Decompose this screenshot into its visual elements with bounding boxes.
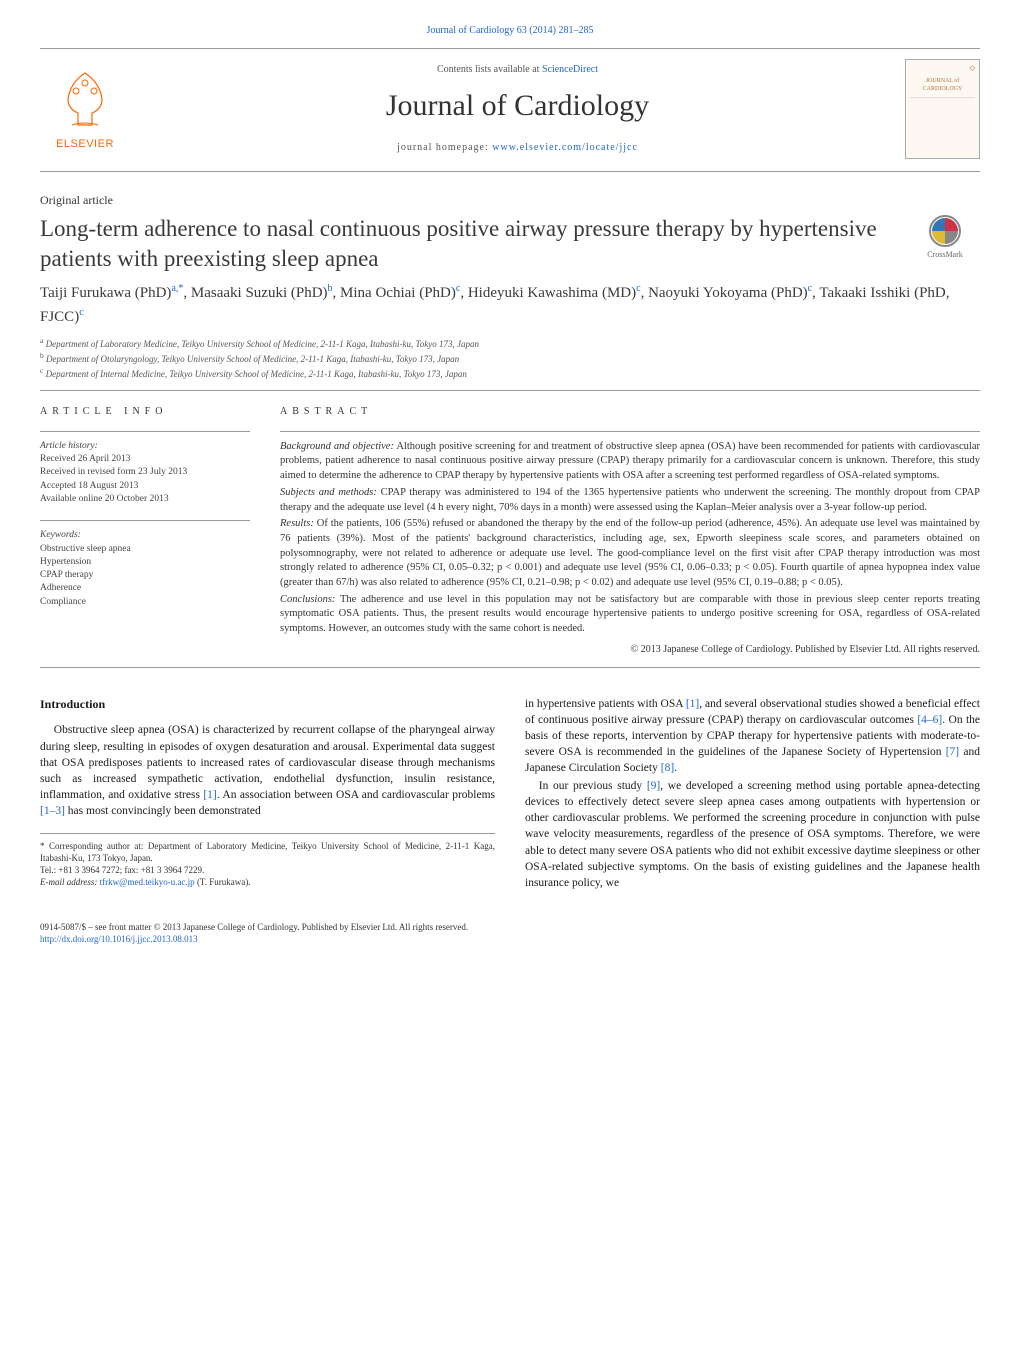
p2a: in hypertensive patients with OSA <box>525 698 686 710</box>
page-footer: 0914-5087/$ – see front matter © 2013 Ja… <box>40 921 980 946</box>
ref-link-9[interactable]: [9] <box>647 780 660 792</box>
abstract-heading: abstract <box>280 405 980 419</box>
p2e: . <box>674 762 677 774</box>
journal-homepage-link[interactable]: www.elsevier.com/locate/jjcc <box>492 142 638 153</box>
contents-prefix: Contents lists available at <box>437 64 542 75</box>
elsevier-wordmark: ELSEVIER <box>56 137 114 152</box>
history-line: Received 26 April 2013 <box>40 453 250 466</box>
corresponding-author-footnote: * Corresponding author at: Department of… <box>40 833 495 889</box>
abstract-results: Of the patients, 106 (55%) refused or ab… <box>280 518 980 588</box>
abstract-methods-head: Subjects and methods: <box>280 487 377 498</box>
ref-link-8[interactable]: [8] <box>661 762 674 774</box>
crossmark-label: CrossMark <box>927 250 963 259</box>
elsevier-tree-icon <box>50 65 120 137</box>
corr-email-link[interactable]: tfrkw@med.teikyo-u.ac.jp <box>100 877 195 887</box>
intro-paragraph-1: Obstructive sleep apnea (OSA) is charact… <box>40 722 495 819</box>
divider-below-abstract <box>40 667 980 668</box>
info-divider <box>40 431 250 432</box>
article-body: Introduction Obstructive sleep apnea (OS… <box>40 696 980 891</box>
title-row: Long-term adherence to nasal continuous … <box>40 214 980 274</box>
abstract-methods: CPAP therapy was administered to 194 of … <box>280 487 980 513</box>
homepage-prefix: journal homepage: <box>397 142 492 153</box>
journal-homepage-line: journal homepage: www.elsevier.com/locat… <box>130 141 905 155</box>
crossmark-icon <box>928 214 962 248</box>
affiliation-line: a Department of Laboratory Medicine, Tei… <box>40 336 980 351</box>
corr-tel-line: Tel.: +81 3 3964 7272; fax: +81 3 3964 7… <box>40 864 495 876</box>
keyword-line: Hypertension <box>40 556 250 569</box>
article-title: Long-term adherence to nasal continuous … <box>40 214 910 274</box>
abstract-results-head: Results: <box>280 518 314 529</box>
keywords-heading: Keywords: <box>40 529 250 542</box>
keyword-line: Obstructive sleep apnea <box>40 543 250 556</box>
intro-paragraph-2: in hypertensive patients with OSA [1], a… <box>525 696 980 776</box>
abstract-text: Background and objective: Although posit… <box>280 440 980 657</box>
header-center: Contents lists available at ScienceDirec… <box>130 63 905 155</box>
keyword-line: Compliance <box>40 596 250 609</box>
ref-link-7[interactable]: [7] <box>946 746 959 758</box>
ref-link-4-6[interactable]: [4–6] <box>917 714 942 726</box>
article-history-block: Article history: Received 26 April 2013R… <box>40 440 250 506</box>
doi-link[interactable]: http://dx.doi.org/10.1016/j.jjcc.2013.08… <box>40 934 198 944</box>
intro-paragraph-3: In our previous study [9], we developed … <box>525 778 980 891</box>
abstract-background-head: Background and objective: <box>280 441 394 452</box>
contents-available-line: Contents lists available at ScienceDirec… <box>130 63 905 77</box>
affiliations: a Department of Laboratory Medicine, Tei… <box>40 336 980 380</box>
affiliation-line: b Department of Otolaryngology, Teikyo U… <box>40 351 980 366</box>
history-line: Received in revised form 23 July 2013 <box>40 466 250 479</box>
elsevier-logo: ELSEVIER <box>40 59 130 159</box>
p3b: , we developed a screening method using … <box>525 780 980 889</box>
history-heading: Article history: <box>40 440 250 453</box>
info-divider-2 <box>40 520 250 521</box>
journal-header: ELSEVIER Contents lists available at Sci… <box>40 48 980 172</box>
abstract-column: abstract Background and objective: Altho… <box>280 405 980 656</box>
article-info-heading: article info <box>40 405 250 419</box>
email-label: E-mail address: <box>40 877 100 887</box>
article-info-column: article info Article history: Received 2… <box>40 405 250 656</box>
crossmark-badge[interactable]: CrossMark <box>910 214 980 261</box>
running-citation: Journal of Cardiology 63 (2014) 281–285 <box>40 24 980 38</box>
ref-link-1[interactable]: [1] <box>203 789 216 801</box>
abstract-conclusions: The adherence and use level in this popu… <box>280 594 980 634</box>
ref-link-1b[interactable]: [1] <box>686 698 699 710</box>
history-line: Accepted 18 August 2013 <box>40 480 250 493</box>
affiliation-line: c Department of Internal Medicine, Teiky… <box>40 366 980 381</box>
divider <box>40 390 980 391</box>
p1c: has most convincingly been demonstrated <box>65 805 261 817</box>
introduction-heading: Introduction <box>40 696 495 713</box>
p1b: . An association between OSA and cardiov… <box>217 789 495 801</box>
abstract-conclusions-head: Conclusions: <box>280 594 335 605</box>
cover-title-text: JOURNAL of CARDIOLOGY <box>910 77 975 93</box>
corr-author-line: * Corresponding author at: Department of… <box>40 840 495 864</box>
journal-title: Journal of Cardiology <box>130 86 905 127</box>
history-line: Available online 20 October 2013 <box>40 493 250 506</box>
info-abstract-row: article info Article history: Received 2… <box>40 405 980 656</box>
sciencedirect-link[interactable]: ScienceDirect <box>542 64 598 75</box>
corr-email-line: E-mail address: tfrkw@med.teikyo-u.ac.jp… <box>40 876 495 888</box>
cover-badge-icon: ◇ <box>910 64 975 73</box>
abstract-divider <box>280 431 980 432</box>
p3a: In our previous study <box>539 780 647 792</box>
keyword-line: Adherence <box>40 582 250 595</box>
footer-copyright: 0914-5087/$ – see front matter © 2013 Ja… <box>40 921 980 934</box>
keyword-line: CPAP therapy <box>40 569 250 582</box>
authors-line: Taiji Furukawa (PhD)a,*, Masaaki Suzuki … <box>40 281 980 328</box>
ref-link-1-3[interactable]: [1–3] <box>40 805 65 817</box>
article-section-label: Original article <box>40 192 980 208</box>
email-suffix: (T. Furukawa). <box>195 877 251 887</box>
keywords-block: Keywords: Obstructive sleep apneaHyperte… <box>40 529 250 609</box>
abstract-copyright: © 2013 Japanese College of Cardiology. P… <box>280 643 980 657</box>
journal-cover-thumbnail: ◇ JOURNAL of CARDIOLOGY <box>905 59 980 159</box>
